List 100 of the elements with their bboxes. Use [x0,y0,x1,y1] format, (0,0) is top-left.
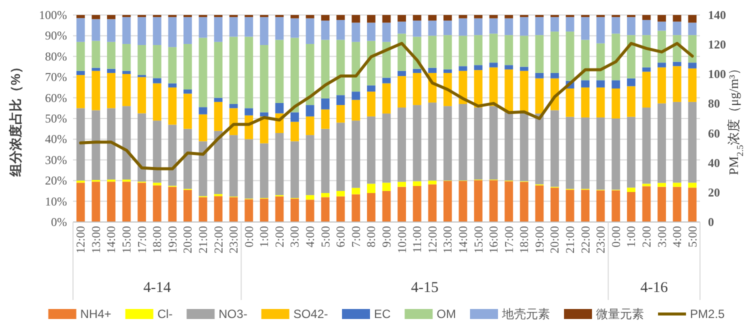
bar [275,196,284,222]
bar [504,181,514,222]
bar [642,15,651,20]
bar [626,86,636,117]
bar [352,15,360,23]
bar [458,104,468,181]
bar [596,190,605,222]
bar [306,200,314,222]
bar [336,40,345,96]
bar [168,47,177,84]
bar [183,17,192,44]
bar [596,87,605,118]
bar [474,180,482,222]
bar [306,135,314,196]
bar [642,108,651,184]
bar [76,18,85,42]
bar [275,102,284,114]
bar [489,67,498,106]
bar [290,38,299,112]
bar [535,72,544,78]
bar [443,20,452,36]
bar [412,72,422,106]
bar [658,22,666,31]
bar [443,35,452,70]
bar [229,36,238,104]
x-tick-label: 22:00 [578,226,592,254]
bar [183,94,192,129]
x-tick-label: 4:00 [303,226,318,248]
legend-label: EC [374,307,392,321]
bar [229,197,238,222]
x-tick-label: 22:00 [211,226,226,254]
legend-label: 地壳元素 [501,307,550,321]
bar [214,42,222,98]
bar [336,190,345,196]
bar [535,17,544,36]
bar [520,70,528,112]
bar [107,182,116,222]
bar [138,182,146,222]
bar [489,18,498,34]
bar [352,42,360,92]
bar [672,15,682,22]
bar [443,106,452,181]
bar [306,116,314,136]
bar [382,22,391,42]
bar [428,20,437,36]
x-tick-label: 17:00 [502,226,516,254]
bar [458,36,468,66]
bar [290,15,299,18]
bar [244,17,254,37]
x-tick-label: 20:00 [180,226,195,254]
x-tick-label: 4:00 [670,226,684,248]
bar [321,128,330,194]
x-tick-label: 19:00 [532,226,546,254]
bar [168,17,177,48]
bar [474,15,482,18]
legend-label: Cl- [157,307,173,321]
bar [168,83,177,88]
bar [183,190,192,222]
text: 4-15 [410,280,438,296]
bar [550,72,559,78]
bar [198,114,208,142]
x-tick-label: 3:00 [654,226,669,248]
bar [214,98,222,102]
x-tick-label: 13:00 [88,226,103,254]
bar [458,15,468,18]
bar [229,17,238,37]
bar [352,188,360,194]
bar [443,181,452,222]
x-tick-label: 23:00 [226,226,241,254]
x-tick-label: 17:00 [134,226,149,254]
bar [688,188,697,222]
bar [612,80,620,88]
bar [198,107,208,114]
bar [367,193,376,222]
bar [122,70,131,74]
bar [398,182,406,187]
bar [321,109,330,129]
bar [290,122,299,142]
bar [352,194,360,222]
x-tick-label: 12:00 [425,226,440,254]
bar [642,20,651,36]
y-tick-label: 30% [45,152,67,167]
x-tick-label: 18:00 [150,226,164,254]
bar [596,17,605,44]
bar [581,40,590,80]
bar [290,198,299,222]
bar [428,180,437,184]
x-tick-label: 2:00 [639,226,654,248]
bar [306,15,314,18]
bar [428,184,437,222]
y2-tick-label: 20 [708,185,720,200]
bar [336,105,345,123]
bar [458,181,468,222]
y-tick-label: 70% [45,70,67,84]
bar [612,34,620,80]
bar [626,188,636,192]
bar [489,34,498,63]
bar [474,65,482,70]
bar [626,35,636,78]
y-tick-label: 90% [45,28,67,43]
